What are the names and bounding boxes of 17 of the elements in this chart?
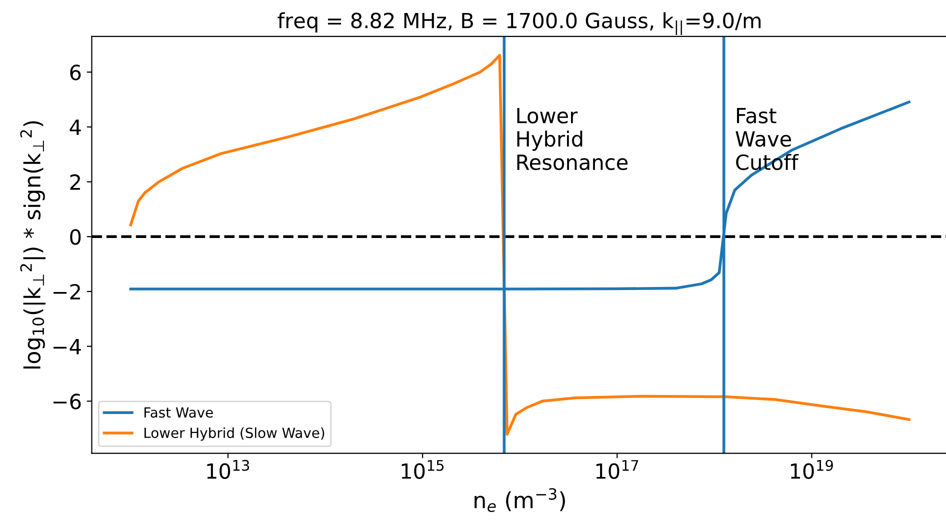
y-tick-label: −4 [54, 339, 81, 354]
ref-line-label: Lower Hybrid Resonance [517, 108, 628, 170]
y-tick-label: 4 [70, 120, 81, 135]
y-tick-label: 2 [70, 174, 80, 190]
x-axis-title: n$_{e}$ (m$^{−3}$) [474, 488, 565, 512]
y-tick-label: 0 [70, 229, 81, 245]
y-tick-label: −6 [54, 394, 81, 410]
chart-title: freq = 8.82 MHz, B = 1700.0 Gauss, k$_{||}$=9.0/m [278, 12, 761, 35]
x-tick-label: 10$^{13}$ [207, 460, 250, 479]
legend-label: Lower Hybrid (Slow Wave) [144, 427, 324, 441]
legend-label: Fast Wave [144, 407, 213, 418]
x-tick-label: 10$^{19}$ [790, 460, 833, 479]
x-tick-label: 10$^{15}$ [402, 460, 444, 479]
y-tick-label: −2 [54, 284, 80, 300]
y-tick-label: 6 [70, 64, 81, 80]
text: log$_{10}$(|k$_{⊥}$$^{2}$|) * sign(k$_{⊥}$$^{2}$) [20, 121, 46, 368]
x-tick-label: 10$^{17}$ [596, 460, 638, 479]
